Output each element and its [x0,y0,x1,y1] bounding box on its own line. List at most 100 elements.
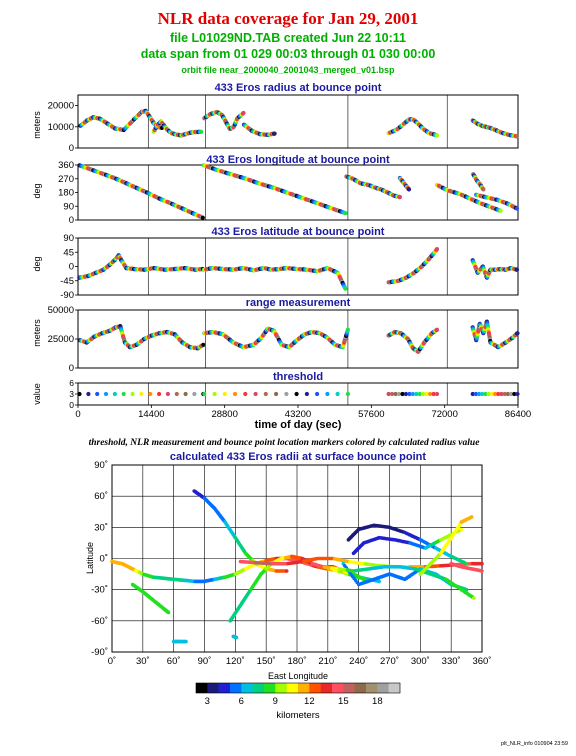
longitude-data-point [498,208,503,213]
threshold-data-point [421,391,426,397]
colorbar-swatch [366,683,378,693]
threshold-data-point [499,391,504,397]
colorbar-tick-label: 6 [239,696,244,707]
threshold-data-point [493,391,498,397]
threshold-data-point [434,391,440,397]
colorbar-tick-label: 9 [273,696,278,707]
longitude-data-point [397,195,402,200]
map-ytick-label: 90˚ [94,460,108,471]
colorbar-frame [195,682,401,694]
map-xtick-label: 30˚ [136,656,150,667]
latitude-ytick-label: -90 [60,290,74,301]
threshold-data-point [489,391,494,397]
threshold-data-point [483,391,488,397]
time-xlabel: time of day (sec) [255,419,342,431]
threshold-data-point [233,391,238,397]
threshold-data-point [428,391,433,397]
map-panel: 0˚ 30˚ 60˚ 90˚ 120˚ 150˚ 180˚ 210˚ 240˚ 270˚ 300˚ 3… [91,460,491,667]
footer-stamp: plt_NLR_info 010904 23:59 [501,741,568,747]
colorbar-swatch [218,683,231,693]
threshold-data-point [274,391,279,397]
threshold-data-point [417,391,422,397]
map-xtick-label: 240˚ [349,656,368,667]
figure-title: NLR data coverage for Jan 29, 2001 [158,9,419,28]
map-bounce-point [284,569,289,573]
colorbar-swatch [252,683,265,693]
map-xtick-label: 180˚ [287,656,306,667]
threshold-data-point [473,391,478,397]
file-info: file L01029ND.TAB created Jun 22 10:11 [170,31,406,45]
radius-frame [77,94,519,149]
latitude-data-point [514,267,520,272]
longitude-data-point [514,206,520,211]
map-ylabel: Latitude [85,542,95,574]
map-bounce-point [234,635,239,640]
range-data-point [345,327,350,332]
longitude-data-point [343,211,348,216]
map-frame [111,464,483,653]
colorbar-swatch [207,683,219,693]
map-xtick-label: 270˚ [380,656,399,667]
colorbar-swatch [332,683,344,693]
threshold-data-point [325,391,330,397]
threshold-data-point [410,391,415,397]
longitude-data-point [406,187,412,192]
colorbar-swatch [388,683,401,693]
longitude-ytick-label: 90 [63,201,74,212]
time-xtick-label: 43200 [285,409,311,420]
threshold-data-point [396,391,402,397]
map-ytick-label: 60˚ [94,491,108,502]
colorbar-tick-label: 12 [304,696,315,707]
range-data-point [515,331,520,336]
threshold-data-point [202,391,207,397]
colorbar-swatch [343,683,355,693]
latitude-ytick-label: 0 [69,262,74,273]
threshold-data-point [407,391,412,397]
range-data-point [201,342,206,347]
threshold-data-point [512,391,517,397]
map-ytick-label: -30˚ [91,585,108,596]
map-xtick-label: 150˚ [257,656,276,667]
latitude-ylabel: deg [32,256,42,271]
threshold-data-point [165,391,170,397]
colorbar-swatch [286,683,299,693]
threshold-data-point [121,391,126,397]
caption: threshold, NLR measurement and bounce po… [89,438,481,448]
latitude-panel-title: 433 Eros latitude at bounce point [212,226,385,238]
range-data-point [434,327,440,332]
threshold-data-point [263,391,268,397]
map-xtick-label: 60˚ [167,656,181,667]
radius-data-point [272,131,277,136]
range-ytick-label: 25000 [48,334,74,345]
range-ylabel: meters [32,319,42,347]
threshold-data-point [222,391,227,397]
map-title: calculated 433 Eros radii at surface bou… [170,451,426,463]
threshold-data-point [424,391,429,397]
map-xtick-label: 330˚ [442,656,461,667]
map-ytick-label: 30˚ [94,522,108,533]
map-bounce-point [464,561,469,566]
longitude-panel: 0 90 180 270 360 [58,160,520,226]
threshold-data-point [390,391,395,397]
colorbar-swatch [230,683,242,693]
threshold-data-point [393,391,398,397]
threshold-data-point [174,391,179,397]
map-xtick-label: 210˚ [318,656,337,667]
threshold-ytick-label: 6 [69,378,74,388]
radius-panel-title: 433 Eros radius at bounce point [215,82,382,94]
threshold-data-point [212,391,217,397]
radius-data-point [241,110,246,116]
threshold-data-point [515,391,520,397]
map-xtick-label: 120˚ [226,656,245,667]
colorbar-swatch [241,683,253,693]
radius-data-point [514,134,520,139]
threshold-data-point [294,391,299,397]
colorbar-swatch [309,683,321,693]
radius-ylabel: meters [32,111,42,139]
longitude-data-point [481,187,486,192]
map-bounce-point [480,561,484,566]
map-xtick-label: 90˚ [198,656,212,667]
threshold-data-point [386,391,391,397]
longitude-ytick-label: 180 [58,188,74,199]
range-panel-title: range measurement [246,297,351,309]
